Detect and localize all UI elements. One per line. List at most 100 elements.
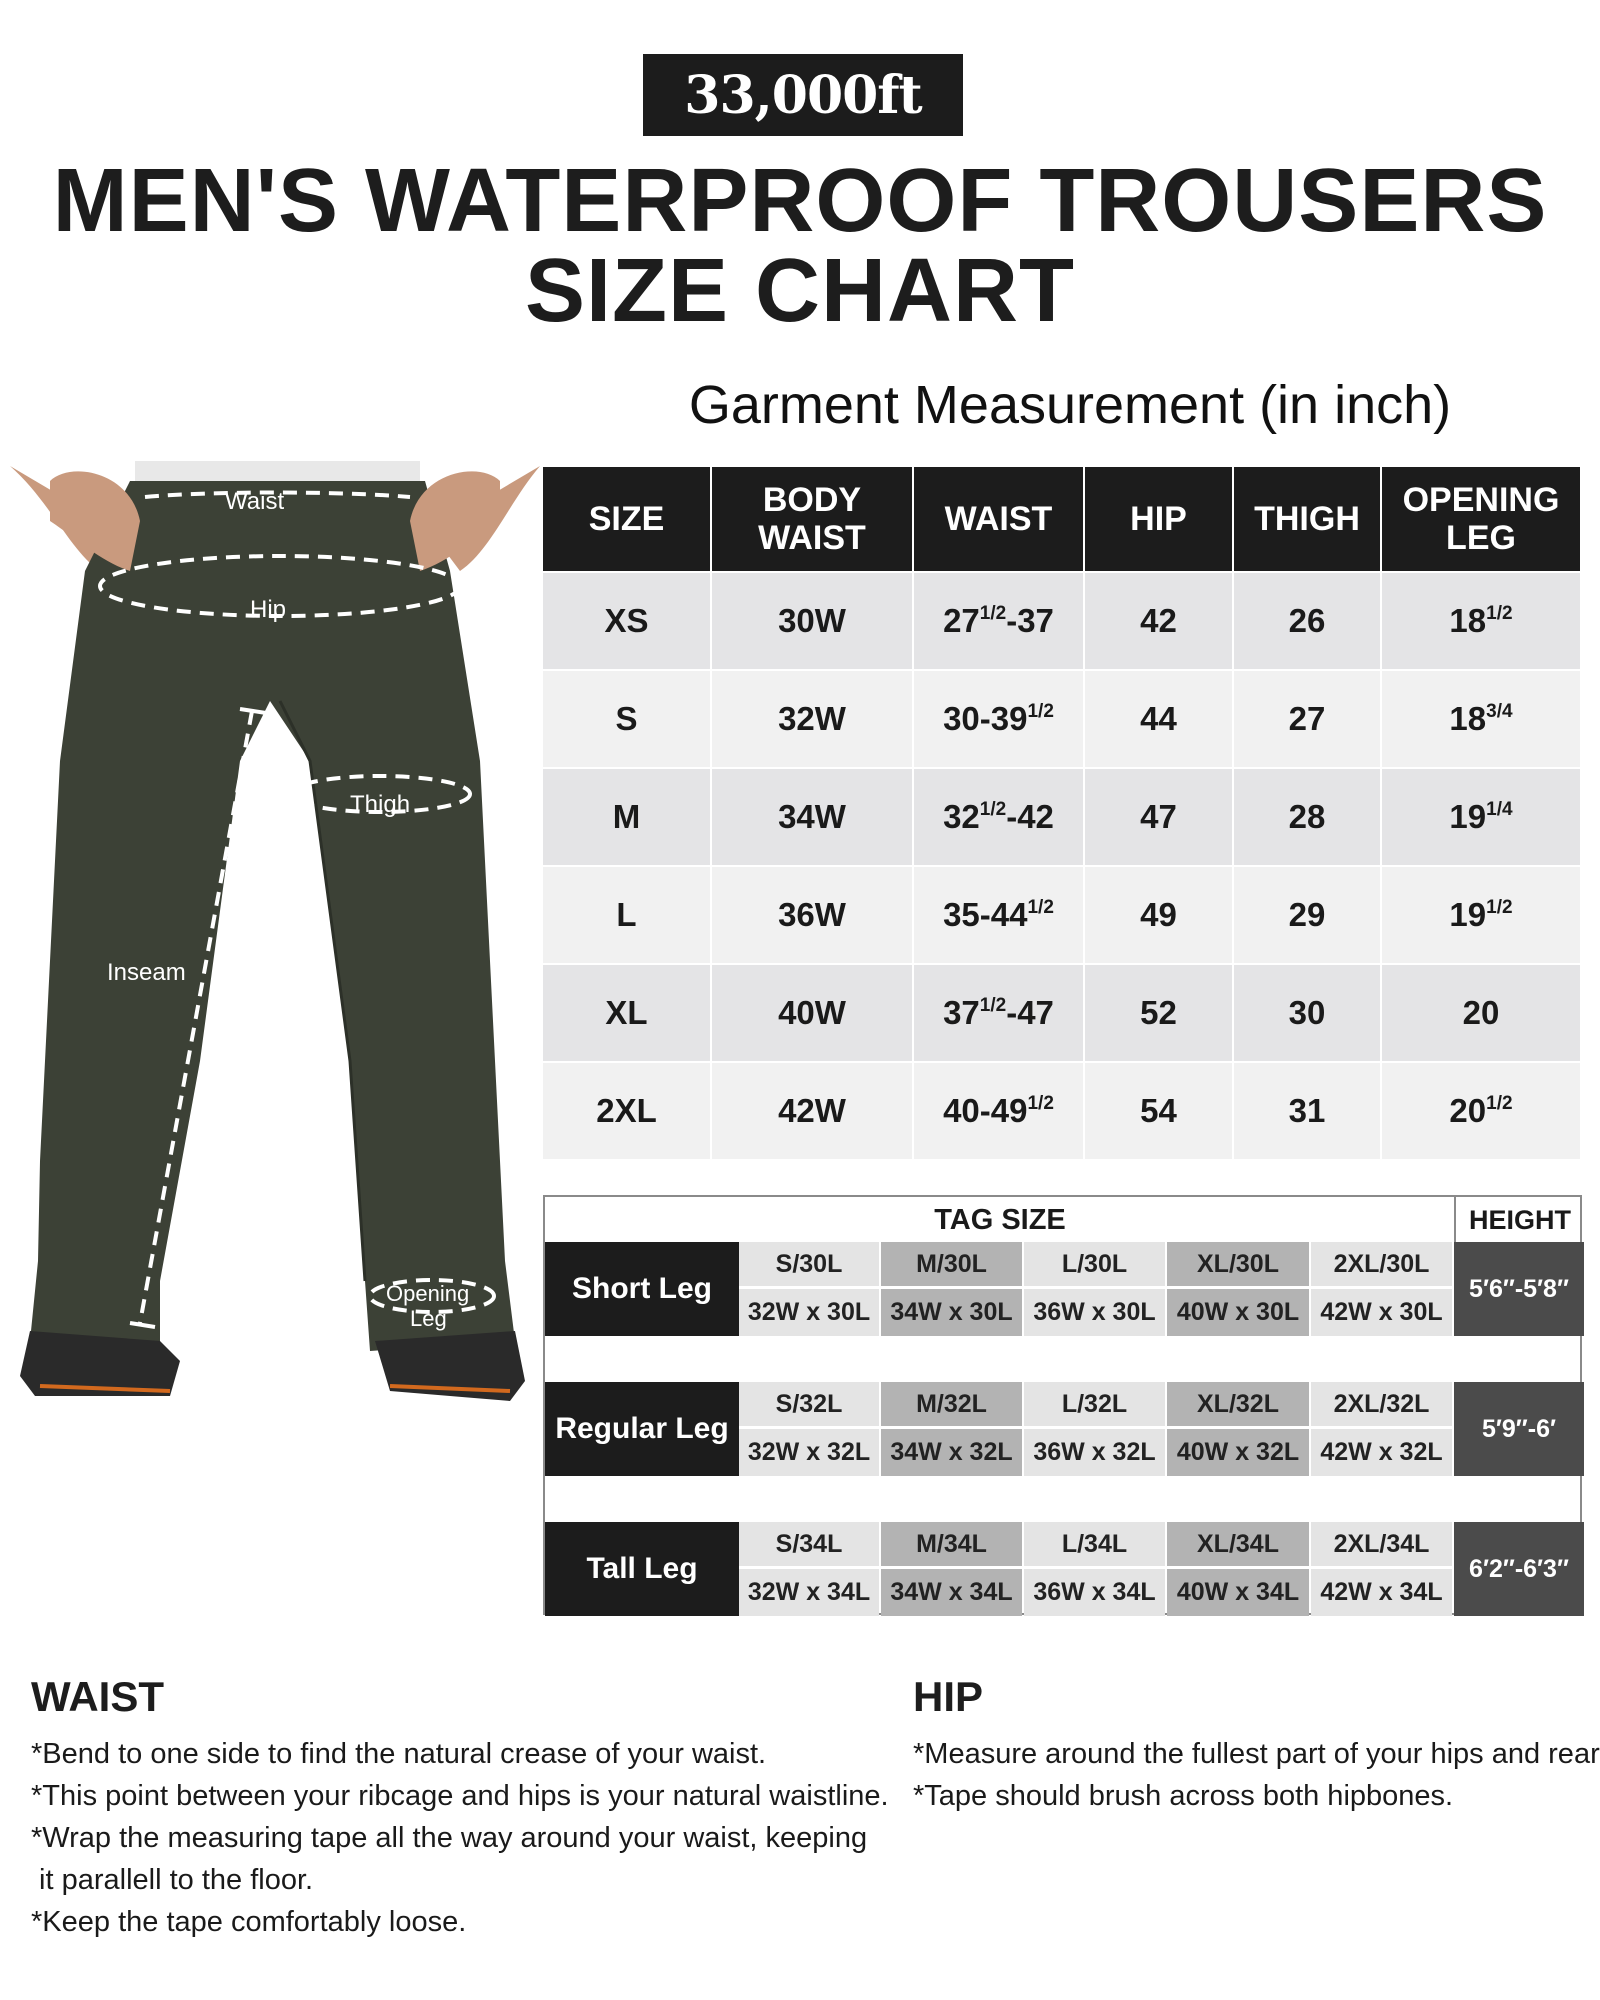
waist-fraction: 1/2 <box>1027 1093 1054 1114</box>
hip-value: 44 <box>1140 700 1177 737</box>
hip-value: 52 <box>1140 994 1177 1031</box>
inseam-label: Inseam <box>107 959 186 986</box>
body_waist-value: 36W <box>778 896 846 933</box>
header-text: SIZE <box>589 500 665 538</box>
tag-size-cell: L/30L <box>1024 1242 1165 1286</box>
hip-heading: HIP <box>913 1673 984 1720</box>
thigh-cell: 31 <box>1234 1063 1382 1161</box>
hip-value: 49 <box>1140 896 1177 933</box>
table-row: M 34W 321/2-42 47 28 191/4 <box>543 769 1582 867</box>
header-line: WAIST <box>944 500 1053 538</box>
opening-main: 20 <box>1462 994 1500 1031</box>
body_waist-cell: 32W <box>712 671 914 769</box>
size-value: L <box>616 896 637 933</box>
waist-fraction: 1/2 <box>979 995 1007 1016</box>
opening-cell: 191/4 <box>1382 769 1582 867</box>
size-cell: XL <box>543 965 712 1063</box>
opening-value: 20 <box>1463 994 1500 1032</box>
tag-size-cell: M/34L <box>881 1522 1022 1566</box>
opening-label: Opening <box>386 1281 470 1306</box>
header-cell: THIGH <box>1234 467 1382 573</box>
opening-main: 19 <box>1449 896 1487 933</box>
header-cell: OPENING LEG <box>1382 467 1582 573</box>
hip-cell: 54 <box>1085 1063 1234 1161</box>
waist-heading: WAIST <box>31 1673 164 1720</box>
thigh-label: Thigh <box>350 791 411 818</box>
table-row: S 32W 30-391/2 44 27 183/4 <box>543 671 1582 769</box>
thigh-cell: 30 <box>1234 965 1382 1063</box>
body_waist-value: 40W <box>778 994 846 1031</box>
waist-rest: -37 <box>1006 602 1054 639</box>
tag-size-cell: S/34L <box>739 1522 879 1566</box>
tag-size-cell: S/30L <box>739 1242 879 1286</box>
header-text: OPENING LEG <box>1403 481 1560 557</box>
header-text: HIP <box>1130 500 1187 538</box>
waist-value: 271/2-37 <box>943 602 1054 640</box>
hip-value: 54 <box>1140 1092 1177 1129</box>
body_waist-value: 30W <box>778 602 846 639</box>
size-value: XS <box>604 602 649 639</box>
waist-cell: 271/2-37 <box>914 573 1085 671</box>
tag-size-cell: L/32L <box>1024 1382 1165 1426</box>
opening-value: 201/2 <box>1449 1092 1512 1130</box>
height-range: 5′6″-5′8″ <box>1454 1242 1584 1336</box>
waist-length-cell: 36W x 30L <box>1024 1289 1165 1336</box>
thigh-value: 26 <box>1288 602 1326 639</box>
thigh-value: 31 <box>1288 1092 1326 1129</box>
opening-main: 18 <box>1449 700 1487 737</box>
body_waist-value: 32W <box>778 700 846 737</box>
table-row: XS 30W 271/2-37 42 26 181/2 <box>543 573 1582 671</box>
body_waist-value: 34W <box>778 798 846 835</box>
thigh-value: 28 <box>1288 798 1326 835</box>
table-subtitle: Garment Measurement (in inch) <box>688 375 1452 435</box>
waist-length-cell: 32W x 30L <box>739 1289 879 1336</box>
header-text: THIGH <box>1254 500 1360 538</box>
waist-value: 30-391/2 <box>943 700 1054 738</box>
hip-cell: 49 <box>1085 867 1234 965</box>
waist-label: Waist <box>225 488 285 515</box>
tag-size-cell: XL/34L <box>1167 1522 1309 1566</box>
body_waist-cell: 40W <box>712 965 914 1063</box>
thigh-cell: 27 <box>1234 671 1382 769</box>
waist-length-cell: 34W x 34L <box>881 1569 1022 1616</box>
leg-group-label: Short Leg <box>545 1242 739 1336</box>
opening-fraction: 1/4 <box>1486 799 1513 820</box>
header-line: BODY <box>762 481 862 519</box>
instruction-line: *Keep the tape comfortably loose. <box>31 1906 467 1938</box>
tag-size-cell: XL/32L <box>1167 1382 1309 1426</box>
hip-cell: 44 <box>1085 671 1234 769</box>
hip-cell: 52 <box>1085 965 1234 1063</box>
pants-illustration <box>10 461 540 1401</box>
waist-cell: 321/2-42 <box>914 769 1085 867</box>
thigh-value: 30 <box>1288 994 1326 1031</box>
opening-main: 19 <box>1449 798 1487 835</box>
body_waist-cell: 34W <box>712 769 914 867</box>
header-cell: BODY WAIST <box>712 467 914 573</box>
opening-fraction: 3/4 <box>1486 701 1513 722</box>
tag-size-header: TAG SIZE <box>934 1204 1066 1236</box>
waist-main: 35-44 <box>943 896 1028 933</box>
header-line: LEG <box>1446 519 1516 557</box>
thigh-cell: 26 <box>1234 573 1382 671</box>
waist-cell: 30-391/2 <box>914 671 1085 769</box>
table-row: XL 40W 371/2-47 52 30 20 <box>543 965 1582 1063</box>
leg-label: Leg <box>410 1306 447 1331</box>
page-title-line2: SIZE CHART <box>525 241 1075 341</box>
logo-text: 33,000ft <box>684 64 922 126</box>
tag-size-cell: XL/30L <box>1167 1242 1309 1286</box>
waist-cell: 35-441/2 <box>914 867 1085 965</box>
hip-value: 47 <box>1140 798 1177 835</box>
opening-fraction: 1/2 <box>1486 603 1513 624</box>
waist-length-cell: 42W x 32L <box>1311 1429 1452 1476</box>
waist-main: 32 <box>943 798 980 835</box>
header-text: BODY WAIST <box>758 481 866 557</box>
body_waist-cell: 36W <box>712 867 914 965</box>
opening-cell: 181/2 <box>1382 573 1582 671</box>
waist-length-cell: 40W x 34L <box>1167 1569 1309 1616</box>
size-value: M <box>612 798 641 835</box>
hip-cell: 42 <box>1085 573 1234 671</box>
height-range: 6′2″-6′3″ <box>1454 1522 1584 1616</box>
waist-length-cell: 32W x 32L <box>739 1429 879 1476</box>
body_waist-cell: 42W <box>712 1063 914 1161</box>
instruction-line: it parallell to the floor. <box>31 1864 314 1896</box>
